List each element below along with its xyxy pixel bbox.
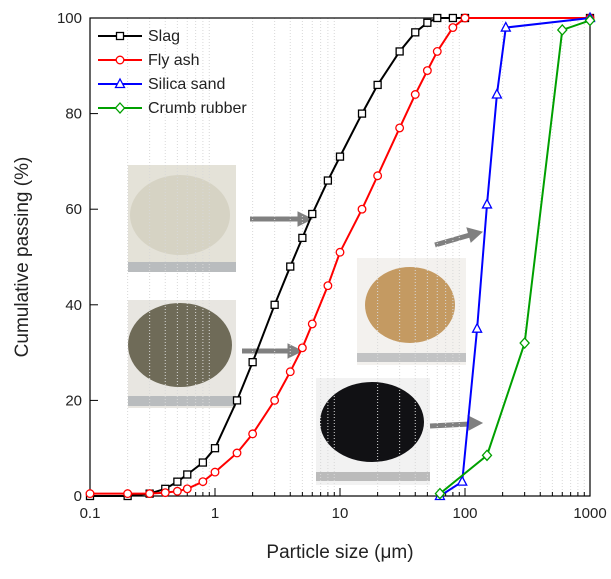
marker <box>174 487 182 495</box>
marker <box>434 15 441 22</box>
legend-label: Silica sand <box>148 76 225 93</box>
marker <box>424 19 431 26</box>
marker <box>124 490 132 498</box>
photo-rubber-powder <box>320 382 424 462</box>
marker <box>309 210 316 217</box>
photo-slag-powder <box>130 175 230 255</box>
marker <box>271 301 278 308</box>
marker <box>211 468 219 476</box>
marker <box>358 205 366 213</box>
marker <box>374 172 382 180</box>
legend-label: Crumb rubber <box>148 100 247 117</box>
y-axis-label: Cumulative passing (%) <box>12 157 33 358</box>
marker <box>146 490 154 498</box>
photo-ruler <box>357 353 466 362</box>
marker <box>396 48 403 55</box>
photo-sand-powder <box>365 267 455 343</box>
marker <box>337 153 344 160</box>
photo-ruler <box>316 472 430 481</box>
marker <box>271 397 279 405</box>
marker <box>449 24 457 32</box>
marker <box>212 445 219 452</box>
x-tick-label: 0.1 <box>80 505 101 522</box>
x-tick-label: 1000 <box>573 505 606 522</box>
marker <box>116 103 125 113</box>
marker <box>233 449 241 457</box>
legend-label: Slag <box>148 28 180 45</box>
marker <box>412 29 419 36</box>
marker <box>249 430 257 438</box>
marker <box>324 177 331 184</box>
photo-ruler <box>128 262 236 272</box>
marker <box>286 368 294 376</box>
legend-label: Fly ash <box>148 52 200 69</box>
x-tick-label: 1 <box>211 505 219 522</box>
marker <box>287 263 294 270</box>
y-tick-label: 80 <box>65 106 82 123</box>
marker <box>324 282 332 290</box>
marker <box>473 324 482 333</box>
y-tick-label: 0 <box>74 488 82 505</box>
marker <box>161 489 169 497</box>
marker <box>492 89 501 98</box>
marker <box>520 338 529 348</box>
marker <box>234 397 241 404</box>
marker <box>299 344 307 352</box>
chart: Particle size (μm) Cumulative passing (%… <box>0 0 611 574</box>
y-tick-label: 100 <box>57 10 82 27</box>
marker <box>308 320 316 328</box>
marker <box>359 110 366 117</box>
x-axis-label: Particle size (μm) <box>266 542 413 563</box>
marker <box>461 14 469 22</box>
marker <box>411 91 419 99</box>
y-tick-label: 40 <box>65 297 82 314</box>
marker <box>483 199 492 208</box>
marker <box>174 478 181 485</box>
marker <box>433 48 441 56</box>
marker <box>299 234 306 241</box>
marker <box>199 478 207 486</box>
marker <box>199 459 206 466</box>
marker <box>396 124 404 132</box>
marker <box>183 485 191 493</box>
marker <box>117 33 124 40</box>
marker <box>249 359 256 366</box>
x-tick-label: 10 <box>332 505 349 522</box>
x-tick-label: 100 <box>452 505 477 522</box>
photo-flyash-powder <box>128 303 232 387</box>
marker <box>336 248 344 256</box>
arrow-head <box>467 228 482 242</box>
marker <box>184 471 191 478</box>
marker <box>424 67 432 75</box>
marker <box>374 81 381 88</box>
marker <box>449 15 456 22</box>
marker <box>558 25 567 35</box>
y-tick-label: 60 <box>65 201 82 218</box>
arrow <box>430 424 470 426</box>
marker <box>116 56 124 64</box>
y-tick-label: 20 <box>65 392 82 409</box>
photo-ruler <box>128 396 236 406</box>
marker <box>86 490 94 498</box>
arrow-head <box>468 416 482 430</box>
